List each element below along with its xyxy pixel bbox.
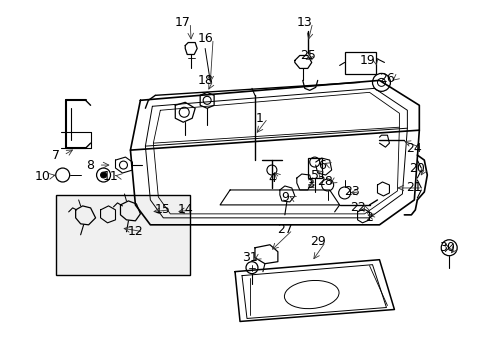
Text: 26: 26 bbox=[379, 72, 394, 85]
Text: 3: 3 bbox=[305, 179, 313, 192]
Text: 20: 20 bbox=[408, 162, 425, 175]
Text: 29: 29 bbox=[309, 235, 325, 248]
Text: 2: 2 bbox=[365, 211, 373, 224]
Text: 5: 5 bbox=[310, 168, 318, 181]
Text: 19: 19 bbox=[359, 54, 375, 67]
Circle shape bbox=[101, 172, 106, 178]
Text: 7: 7 bbox=[52, 149, 60, 162]
Text: 12: 12 bbox=[127, 225, 143, 238]
Text: 28: 28 bbox=[316, 175, 332, 189]
Text: 27: 27 bbox=[276, 223, 292, 236]
Text: 18: 18 bbox=[197, 74, 213, 87]
Text: 11: 11 bbox=[102, 170, 118, 183]
Text: 17: 17 bbox=[174, 16, 190, 29]
Text: 10: 10 bbox=[35, 170, 51, 183]
Text: 6: 6 bbox=[317, 158, 325, 172]
Text: 31: 31 bbox=[242, 251, 257, 264]
Text: 1: 1 bbox=[256, 112, 264, 125]
Text: 21: 21 bbox=[406, 181, 421, 194]
Bar bbox=[56, 195, 190, 275]
Text: 14: 14 bbox=[177, 203, 193, 216]
Text: 13: 13 bbox=[296, 16, 312, 29]
Text: 23: 23 bbox=[343, 185, 359, 198]
Text: 25: 25 bbox=[299, 49, 315, 62]
Text: 24: 24 bbox=[406, 141, 421, 155]
Text: 22: 22 bbox=[349, 201, 365, 215]
Bar bbox=[344, 53, 376, 75]
Text: 15: 15 bbox=[154, 203, 170, 216]
Bar bbox=[307, 158, 321, 178]
Text: 30: 30 bbox=[438, 241, 454, 254]
Text: 16: 16 bbox=[197, 32, 213, 45]
Text: 4: 4 bbox=[267, 171, 275, 185]
Text: 8: 8 bbox=[86, 158, 94, 172]
Text: 9: 9 bbox=[280, 192, 288, 204]
